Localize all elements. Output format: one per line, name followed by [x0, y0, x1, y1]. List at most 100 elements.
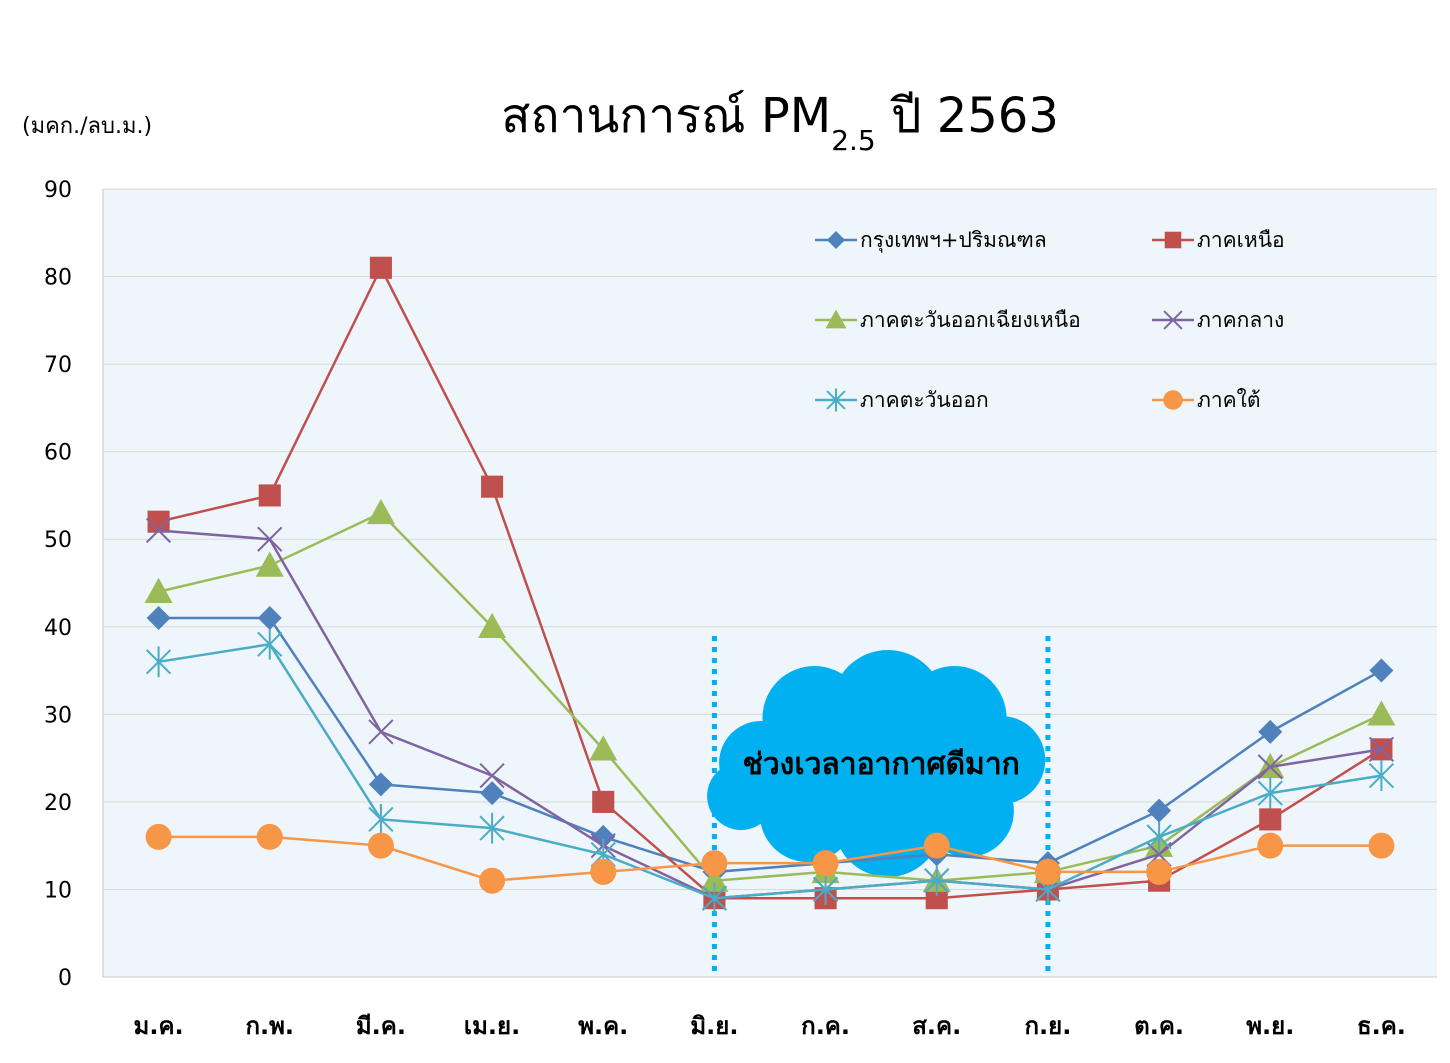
- marker-star: [701, 882, 728, 914]
- x-tick-label: ธ.ค.: [1357, 1012, 1406, 1040]
- marker-diamond: [1147, 798, 1172, 823]
- y-tick-label: 20: [44, 791, 72, 816]
- y-tick-label: 50: [44, 528, 72, 553]
- marker-star: [924, 865, 950, 897]
- marker-diamond: [1369, 658, 1394, 683]
- marker-circle: [1034, 858, 1061, 885]
- y-axis-unit-label: (มคก./ลบ.ม.): [22, 114, 153, 139]
- series-line: [158, 835, 1382, 882]
- y-tick-label: 40: [44, 616, 72, 641]
- plot-background: [103, 189, 1437, 977]
- series-line: [158, 642, 1382, 900]
- marker-circle: [1257, 832, 1284, 859]
- legend-label: ภาคตะวันออก: [860, 388, 989, 412]
- marker-square: [147, 510, 170, 533]
- x-tick-label: เม.ย.: [464, 1012, 520, 1040]
- x-tick-label: มี.ค.: [356, 1012, 406, 1040]
- legend-item-3: ภาคกลาง: [1152, 308, 1284, 332]
- series-line: [158, 616, 1383, 874]
- x-tick-label: ก.พ.: [245, 1012, 294, 1040]
- marker-star: [826, 388, 846, 412]
- x-tick-label: ส.ค.: [912, 1012, 961, 1040]
- cloud-callout: ช่วงเวลาอากาศดีมาก: [707, 650, 1046, 877]
- marker-star: [145, 646, 172, 678]
- marker-triangle: [478, 612, 507, 638]
- marker-circle: [479, 867, 506, 894]
- legend-label: ภาคกลาง: [1197, 308, 1284, 332]
- marker-circle: [701, 850, 728, 877]
- marker-triangle: [255, 551, 284, 577]
- marker-star: [1257, 777, 1283, 809]
- chart-title-subscript: 2.5: [831, 124, 876, 157]
- chart-title: สถานการณ์ PM2.5 ปี 2563: [0, 78, 1450, 157]
- series-lines: [144, 256, 1396, 914]
- y-tick-label: 0: [58, 966, 72, 991]
- marker-triangle: [589, 735, 618, 761]
- marker-circle: [1146, 858, 1173, 885]
- cloud-label: ช่วงเวลาอากาศดีมาก: [742, 747, 1019, 782]
- y-tick-label: 10: [44, 878, 72, 903]
- legend: กรุงเทพฯ+ปริมณฑล ภาคเหนือภาคตะวันออกเฉียง…: [815, 228, 1285, 412]
- marker-x: [257, 526, 283, 552]
- marker-star: [368, 804, 394, 835]
- x-tick-label: พ.ย.: [1246, 1012, 1294, 1040]
- marker-triangle: [825, 309, 847, 329]
- marker-x: [1163, 310, 1183, 330]
- marker-diamond: [368, 772, 393, 797]
- marker-star: [257, 628, 283, 660]
- series-5: [145, 823, 1395, 894]
- marker-triangle: [144, 577, 173, 603]
- legend-label: กรุงเทพฯ+ปริมณฑล: [860, 228, 1047, 253]
- marker-x: [145, 517, 172, 544]
- marker-triangle: [700, 866, 729, 892]
- marker-diamond: [480, 781, 505, 806]
- series-line: [158, 264, 1383, 900]
- y-tick-label: 70: [44, 353, 72, 378]
- marker-circle: [812, 850, 839, 877]
- x-tick-label: มิ.ย.: [690, 1012, 738, 1040]
- legend-item-4: ภาคตะวันออก: [815, 388, 989, 412]
- marker-x: [479, 763, 505, 789]
- marker-x: [1368, 736, 1395, 762]
- chart-title-main: สถานการณ์ PM: [501, 88, 832, 144]
- marker-square: [592, 790, 615, 813]
- x-tick-label: ก.ย.: [1025, 1012, 1072, 1040]
- marker-circle: [923, 832, 950, 859]
- marker-circle: [145, 823, 172, 850]
- legend-item-1: ภาคเหนือ: [1152, 228, 1285, 252]
- good-air-annotation: ช่วงเวลาอากาศดีมาก: [707, 636, 1051, 977]
- marker-diamond: [257, 606, 282, 631]
- marker-square: [1164, 231, 1182, 249]
- marker-star: [1146, 821, 1172, 853]
- marker-circle: [367, 832, 394, 859]
- marker-x: [1257, 754, 1283, 780]
- axes: 0 10 20 30 40 50 60 70 80 90 ม.ค. ก.พ. มี.ค. เม.ย. พ.ค…: [44, 178, 1437, 1040]
- marker-circle: [1368, 832, 1395, 859]
- marker-square: [925, 887, 948, 910]
- series-2: [144, 498, 1396, 892]
- marker-diamond: [146, 606, 171, 631]
- x-tick-label: ม.ค.: [134, 1012, 184, 1040]
- legend-item-5: ภาคใต้: [1152, 388, 1261, 412]
- marker-star: [1368, 760, 1395, 792]
- marker-square: [481, 475, 504, 498]
- x-tick-label: ต.ค.: [1134, 1012, 1184, 1040]
- marker-square: [1259, 808, 1282, 831]
- marker-square: [369, 256, 392, 279]
- x-tick-label: พ.ค.: [578, 1012, 628, 1040]
- marker-square: [258, 484, 281, 507]
- marker-diamond: [1258, 719, 1283, 744]
- marker-triangle: [366, 498, 395, 525]
- plot-area: [103, 188, 1437, 977]
- legend-item-2: ภาคตะวันออกเฉียงเหนือ: [815, 308, 1081, 332]
- marker-diamond: [827, 231, 845, 249]
- y-tick-label: 60: [44, 441, 72, 466]
- marker-star: [812, 874, 839, 905]
- marker-circle: [590, 858, 617, 885]
- y-tick-label: 30: [44, 703, 72, 728]
- marker-triangle: [1367, 700, 1396, 726]
- legend-label: ภาคตะวันออกเฉียงเหนือ: [860, 308, 1081, 332]
- legend-label: ภาคเหนือ: [1197, 228, 1285, 252]
- y-tick-label: 80: [44, 266, 72, 291]
- legend-label: ภาคใต้: [1197, 388, 1261, 412]
